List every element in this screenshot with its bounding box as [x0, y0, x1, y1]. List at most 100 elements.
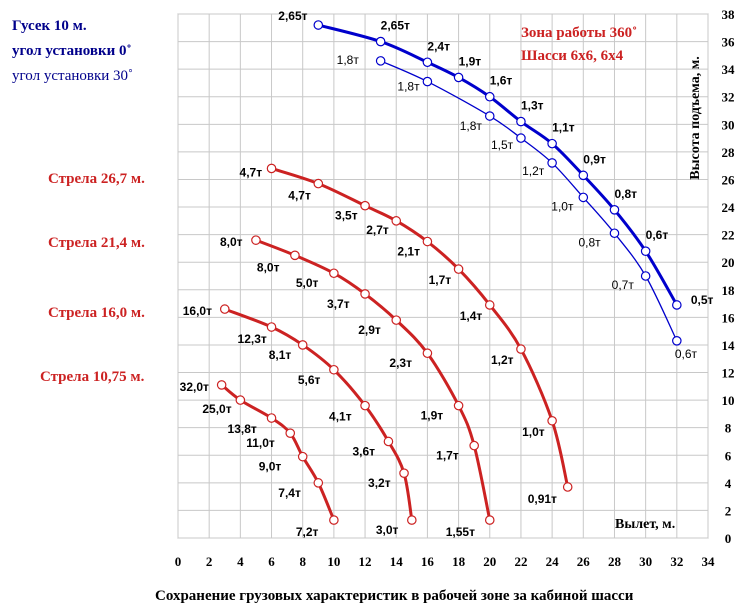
y-tick-label: 34 — [722, 62, 736, 77]
data-point — [399, 468, 409, 478]
data-point — [360, 289, 370, 299]
series-group: 2,65т 2,65т 2,4т 1,9т 1,6т 1,3т 1,1т 0,9т 0,8т 0,… — [180, 9, 714, 539]
x-tick-label: 24 — [546, 554, 560, 569]
data-label: 4,7т — [288, 189, 311, 203]
data-label: 13,8т — [228, 422, 257, 436]
data-point — [547, 158, 557, 168]
data-point — [313, 178, 324, 189]
data-label: 5,6т — [298, 373, 321, 387]
data-label: 1,2т — [522, 164, 545, 178]
data-label: 11,0т — [246, 436, 275, 450]
x-tick-label: 32 — [670, 554, 683, 569]
jib-angle-0-label: угол установки 0˚ — [12, 43, 132, 59]
data-point — [360, 400, 370, 411]
data-point — [516, 116, 526, 127]
data-point — [609, 228, 620, 239]
data-label: 2,4т — [427, 39, 450, 53]
x-axis-label: Вылет, м. — [615, 517, 675, 532]
data-label: 1,8т — [460, 119, 483, 133]
x-tick-label: 10 — [327, 554, 340, 569]
x-tick-label: 6 — [268, 554, 275, 569]
series-boom21_4: 8,0т 8,0т 5,0т 3,7т 2,9т 2,3т 1,9т 1,7т 1,55т — [220, 235, 495, 539]
data-label: 1,4т — [460, 309, 483, 323]
data-label: 2,1т — [397, 245, 420, 259]
data-label: 4,1т — [329, 410, 352, 424]
data-point — [453, 72, 464, 83]
data-point — [640, 271, 651, 281]
x-tick-label: 4 — [237, 554, 244, 569]
y-tick-label: 24 — [722, 200, 736, 215]
data-point — [609, 205, 620, 215]
data-label: 16,0т — [183, 304, 212, 318]
data-label: 2,9т — [358, 323, 381, 337]
jib-title: Гусек 10 м. — [12, 18, 87, 34]
data-point — [422, 236, 433, 247]
x-tick-label: 30 — [639, 554, 652, 569]
x-tick-label: 18 — [452, 554, 466, 569]
data-label: 1,9т — [459, 54, 482, 68]
data-point — [672, 336, 682, 346]
x-tick-label: 34 — [702, 554, 716, 569]
data-point — [297, 451, 308, 462]
data-point — [235, 395, 246, 405]
x-tick-label: 20 — [483, 554, 496, 569]
data-label: 0,8т — [578, 235, 601, 249]
x-tick-label: 26 — [577, 554, 591, 569]
series-boom26_7: 4,7т 4,7т 3,5т 2,7т 2,1т 1,7т 1,4т 1,2т 1,0т 0,91… — [240, 163, 573, 506]
data-label: 8,1т — [269, 348, 292, 362]
data-label: 8,0т — [220, 235, 243, 249]
series-boom16_0: 16,0т 12,3т8,1т 5,6т 4,1т 3,6т 3,2т 3,0т — [183, 304, 417, 537]
y-tick-label: 8 — [725, 421, 732, 436]
data-point — [290, 250, 300, 261]
y-tick-label: 28 — [722, 145, 736, 160]
grid — [177, 13, 709, 539]
data-label: 7,4т — [278, 486, 301, 500]
data-point — [640, 246, 651, 256]
data-point — [216, 380, 227, 390]
data-point — [547, 415, 557, 426]
data-point — [329, 515, 339, 525]
data-label: 0,6т — [646, 228, 669, 242]
data-point — [672, 300, 682, 310]
data-label: 3,7т — [327, 297, 350, 311]
series-jib30: 1,8т 1,8т 1,8т 1,5т 1,2т 1,0т 0,8т 0,7т 0,6т — [337, 53, 698, 361]
data-point — [453, 400, 464, 411]
zone-note-line1: Зона работы 360˚ — [521, 25, 637, 41]
data-point — [422, 57, 433, 68]
data-label: 2,65т — [278, 9, 307, 23]
y-axis-label: Высота подъема, м. — [688, 56, 703, 179]
y-tick-label: 6 — [725, 448, 732, 463]
data-label: 3,5т — [335, 209, 358, 223]
boom-10-75-label: Стрела 10,75 м. — [40, 369, 145, 385]
y-tick-label: 22 — [722, 228, 735, 243]
data-label: 0,6т — [675, 347, 698, 361]
data-label: 1,3т — [521, 99, 544, 113]
data-label: 1,7т — [436, 449, 459, 463]
caption: Сохранение грузовых характеристик в рабо… — [155, 588, 634, 604]
data-label: 25,0т — [202, 402, 231, 416]
y-tick-label: 10 — [722, 393, 735, 408]
data-point — [313, 20, 324, 30]
data-point — [469, 440, 479, 451]
data-point — [578, 170, 589, 181]
data-point — [484, 111, 495, 121]
data-label: 1,0т — [522, 425, 545, 439]
data-label: 1,6т — [490, 74, 513, 88]
boom-16-0-label: Стрела 16,0 м. — [48, 305, 145, 321]
data-label: 1,7т — [429, 273, 452, 287]
data-point — [422, 348, 433, 359]
y-tick-label: 12 — [722, 366, 735, 381]
x-tick-label: 16 — [421, 554, 435, 569]
data-point — [422, 76, 433, 87]
data-label: 1,55т — [446, 525, 475, 539]
data-label: 1,2т — [491, 353, 514, 367]
data-label: 1,5т — [491, 138, 514, 152]
data-label: 0,7т — [612, 278, 635, 292]
data-label: 7,2т — [296, 525, 319, 539]
x-tick-label: 12 — [359, 554, 372, 569]
data-point — [329, 268, 339, 279]
y-tick-label: 18 — [722, 283, 736, 298]
